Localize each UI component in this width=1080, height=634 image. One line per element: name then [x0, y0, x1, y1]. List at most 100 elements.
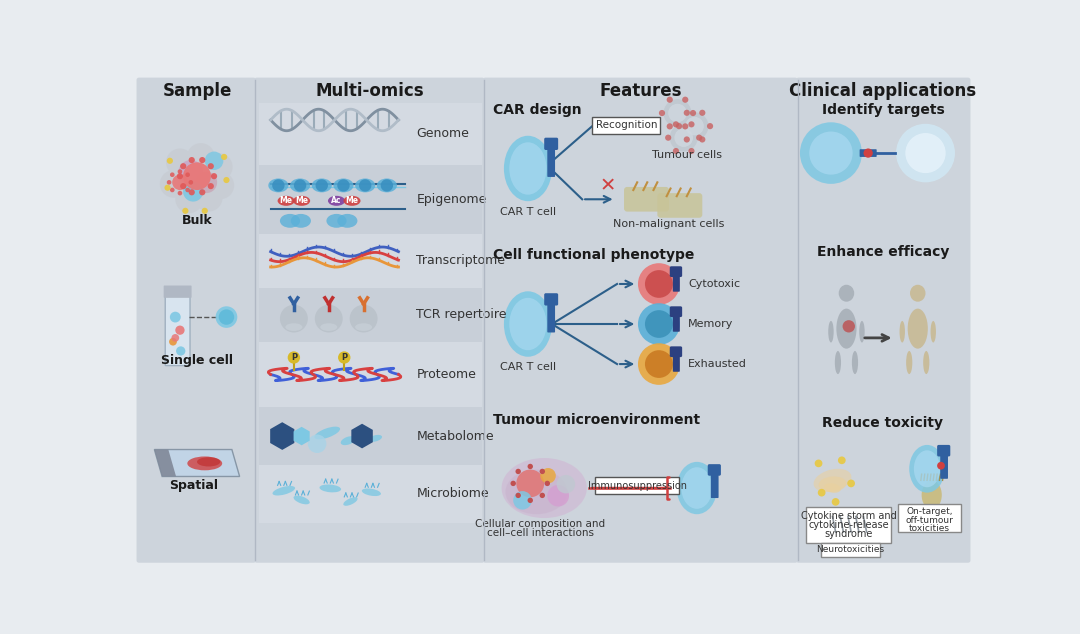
FancyBboxPatch shape — [658, 193, 702, 217]
Circle shape — [177, 173, 183, 179]
Circle shape — [665, 134, 672, 141]
Circle shape — [189, 180, 193, 184]
Circle shape — [527, 464, 532, 469]
Text: Reduce toxicity: Reduce toxicity — [822, 415, 943, 430]
FancyBboxPatch shape — [544, 138, 558, 150]
Ellipse shape — [368, 435, 382, 442]
Ellipse shape — [839, 285, 854, 302]
Circle shape — [544, 481, 550, 486]
Ellipse shape — [340, 436, 355, 445]
Text: Genome: Genome — [416, 127, 469, 140]
Ellipse shape — [907, 309, 928, 349]
Circle shape — [205, 152, 224, 170]
Circle shape — [699, 110, 705, 116]
Text: Me: Me — [280, 197, 293, 205]
Text: Bulk: Bulk — [181, 214, 213, 228]
Bar — [821, 543, 880, 557]
Circle shape — [688, 148, 694, 154]
Ellipse shape — [931, 321, 936, 342]
Circle shape — [699, 136, 705, 143]
Circle shape — [207, 163, 214, 169]
Circle shape — [638, 343, 679, 385]
Ellipse shape — [326, 214, 347, 228]
Ellipse shape — [362, 488, 381, 496]
Circle shape — [707, 123, 713, 129]
FancyBboxPatch shape — [711, 472, 718, 498]
Circle shape — [170, 188, 175, 192]
Bar — [592, 117, 661, 134]
FancyBboxPatch shape — [707, 464, 721, 476]
Ellipse shape — [291, 214, 311, 228]
Text: CAR T cell: CAR T cell — [500, 207, 556, 217]
Text: Cytokine storm and: Cytokine storm and — [801, 511, 896, 521]
Circle shape — [673, 121, 679, 127]
FancyBboxPatch shape — [136, 77, 256, 563]
Circle shape — [170, 312, 180, 323]
Circle shape — [338, 351, 350, 364]
Circle shape — [676, 123, 683, 129]
Circle shape — [194, 184, 222, 212]
Circle shape — [315, 179, 328, 191]
Ellipse shape — [285, 323, 302, 331]
Text: Clinical applications: Clinical applications — [789, 82, 976, 100]
Circle shape — [166, 180, 172, 184]
Circle shape — [666, 123, 673, 129]
Circle shape — [216, 306, 238, 328]
Circle shape — [308, 434, 326, 453]
Ellipse shape — [836, 309, 856, 349]
Circle shape — [638, 303, 679, 345]
Text: Ac: Ac — [332, 197, 341, 205]
Circle shape — [511, 481, 516, 486]
Ellipse shape — [828, 321, 834, 342]
Polygon shape — [154, 450, 240, 477]
Circle shape — [177, 191, 183, 195]
Text: P: P — [291, 353, 297, 362]
Circle shape — [199, 157, 205, 163]
Ellipse shape — [280, 214, 300, 228]
Circle shape — [864, 148, 873, 158]
Circle shape — [670, 124, 698, 152]
Ellipse shape — [293, 196, 310, 206]
Ellipse shape — [813, 469, 851, 492]
Ellipse shape — [321, 323, 337, 331]
Circle shape — [380, 179, 393, 191]
Circle shape — [175, 326, 185, 335]
Circle shape — [847, 479, 855, 488]
Circle shape — [515, 493, 521, 498]
Bar — [259, 342, 482, 407]
Circle shape — [690, 110, 697, 116]
FancyBboxPatch shape — [673, 353, 679, 372]
Bar — [259, 103, 482, 165]
Text: Features: Features — [599, 82, 681, 100]
Ellipse shape — [910, 285, 926, 302]
Polygon shape — [270, 422, 295, 450]
Circle shape — [199, 189, 205, 195]
Text: Memory: Memory — [688, 319, 733, 329]
FancyBboxPatch shape — [624, 187, 669, 212]
Ellipse shape — [355, 323, 373, 331]
Circle shape — [172, 334, 179, 342]
Ellipse shape — [355, 179, 375, 192]
Circle shape — [659, 110, 665, 116]
FancyBboxPatch shape — [670, 266, 683, 277]
Circle shape — [818, 489, 825, 496]
Circle shape — [905, 133, 946, 173]
Text: Neurotoxicities: Neurotoxicities — [816, 545, 885, 554]
Circle shape — [896, 124, 955, 183]
Ellipse shape — [197, 457, 220, 467]
Ellipse shape — [278, 196, 295, 206]
Bar — [259, 234, 482, 288]
Circle shape — [663, 99, 691, 127]
Text: Enhance efficacy: Enhance efficacy — [816, 245, 949, 259]
Circle shape — [180, 183, 187, 189]
FancyBboxPatch shape — [941, 453, 948, 479]
Text: Recognition: Recognition — [595, 120, 657, 131]
Ellipse shape — [900, 321, 905, 342]
Circle shape — [645, 350, 673, 378]
Ellipse shape — [294, 496, 310, 504]
Circle shape — [337, 179, 350, 191]
Circle shape — [287, 351, 300, 364]
Circle shape — [160, 170, 188, 198]
Circle shape — [937, 462, 945, 470]
Ellipse shape — [906, 351, 913, 374]
